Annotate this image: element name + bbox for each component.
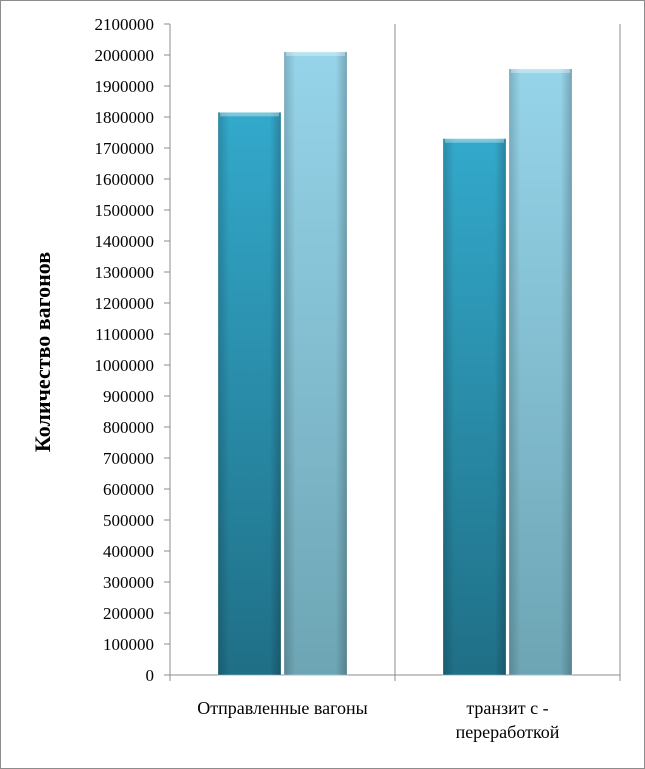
- bar-top-highlight: [511, 68, 570, 73]
- y-tick-label: 1500000: [95, 201, 155, 220]
- bar-bevel: [218, 112, 281, 676]
- y-tick-label: 0: [146, 666, 155, 685]
- y-tick-label: 400000: [103, 542, 154, 561]
- y-tick-label: 1800000: [95, 108, 155, 127]
- bar-top-highlight: [286, 51, 345, 56]
- y-tick-label: 100000: [103, 635, 154, 654]
- bars: [217, 51, 573, 676]
- x-category-label: переработкой: [456, 722, 560, 742]
- y-tick-label: 500000: [103, 511, 154, 530]
- y-tick-labels: 0 100000 200000 300000 400000 500000 600000 700…: [95, 15, 155, 685]
- y-tick-label: 800000: [103, 418, 154, 437]
- y-tick-label: 1300000: [95, 263, 155, 282]
- y-tick-label: 2000000: [95, 46, 155, 65]
- x-category-label: транзит с -: [466, 698, 548, 718]
- x-category-label: Отправленные вагоны: [197, 698, 367, 718]
- y-tick-label: 1000000: [95, 356, 155, 375]
- bar-bevel: [509, 68, 572, 675]
- bar-bevel: [443, 138, 506, 675]
- bar-series-1-category-1: [217, 111, 282, 676]
- bar-series-2-category-2: [508, 68, 573, 676]
- bar-bevel: [284, 51, 347, 675]
- y-tick-label: 200000: [103, 604, 154, 623]
- y-tick-label: 900000: [103, 387, 154, 406]
- bar-top-highlight: [445, 138, 504, 143]
- y-tick-label: 1400000: [95, 232, 155, 251]
- y-axis-title: Количество вагонов: [30, 252, 55, 452]
- y-tick-label: 1600000: [95, 170, 155, 189]
- y-tick-label: 600000: [103, 480, 154, 499]
- y-tick-label: 700000: [103, 449, 154, 468]
- bar-series-2-category-1: [283, 51, 348, 676]
- y-tick-label: 1700000: [95, 139, 155, 158]
- y-tick-label: 2100000: [95, 15, 155, 34]
- bar-top-highlight: [220, 112, 279, 117]
- y-tick-label: 1200000: [95, 294, 155, 313]
- y-tick-label: 1100000: [95, 325, 154, 344]
- x-category-labels: Отправленные вагоны транзит с - переработк…: [197, 698, 560, 742]
- y-tick-label: 300000: [103, 573, 154, 592]
- gridlines: [394, 24, 621, 675]
- y-tick-label: 1900000: [95, 77, 155, 96]
- bar-series-1-category-2: [442, 138, 507, 676]
